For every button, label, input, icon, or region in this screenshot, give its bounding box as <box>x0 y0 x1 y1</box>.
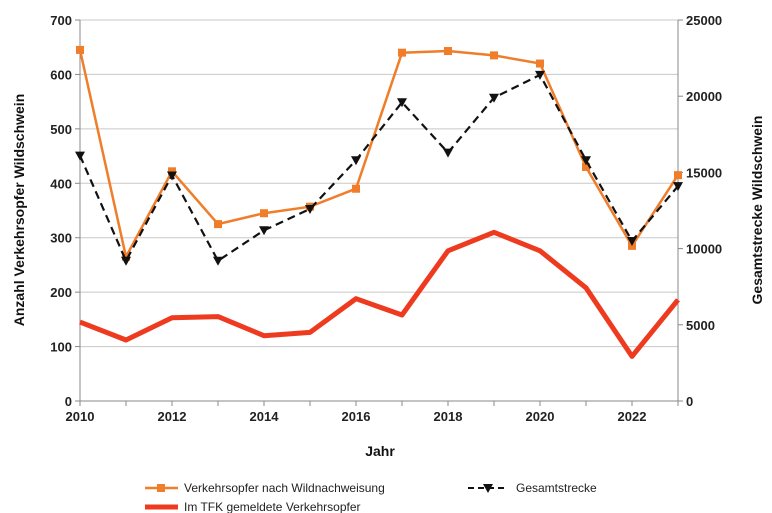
right-axis-ticks: 0 5000 10000 15000 20000 25000 <box>678 13 722 409</box>
data-point-verkehrsopfer <box>214 220 222 229</box>
data-point-gesamtstrecke <box>213 256 223 266</box>
gridlines <box>80 19 678 348</box>
data-point-gesamtstrecke <box>351 156 361 166</box>
series-2 <box>79 229 680 359</box>
right-axis-title: Gesamtstrecke Wildschwein <box>749 116 765 305</box>
legend-label-gesamtstrecke: Gesamtstrecke <box>516 481 597 495</box>
data-point-verkehrsopfer <box>352 184 360 193</box>
data-point-verkehrsopfer <box>536 59 544 68</box>
series-line-verkehrsopfer <box>78 49 680 261</box>
axes <box>79 20 679 402</box>
data-point-gesamtstrecke <box>489 93 499 103</box>
data-point-gesamtstrecke <box>673 182 683 192</box>
x-tick-label: 2022 <box>618 409 647 424</box>
legend-label-verkehrsopfer: Verkehrsopfer nach Wildnachweisung <box>184 481 385 495</box>
data-point-verkehrsopfer <box>444 47 452 56</box>
left-tick-label: 700 <box>50 13 72 28</box>
left-tick-label: 300 <box>50 231 72 246</box>
data-point-gesamtstrecke <box>535 70 545 80</box>
right-tick-label: 20000 <box>686 89 722 104</box>
left-tick-label: 0 <box>65 394 72 409</box>
right-tick-label: 10000 <box>686 242 722 257</box>
left-tick-label: 600 <box>50 67 72 82</box>
data-point-verkehrsopfer <box>260 209 268 218</box>
x-tick-label: 2016 <box>342 409 371 424</box>
series-0 <box>76 45 682 261</box>
x-axis-ticks: 2010 2012 2014 2016 2018 2020 2022 <box>66 401 679 424</box>
data-point-gesamtstrecke <box>397 98 407 108</box>
data-point-verkehrsopfer <box>168 167 176 176</box>
right-tick-label: 25000 <box>686 13 722 28</box>
left-tick-label: 400 <box>50 176 72 191</box>
data-point-gesamtstrecke <box>581 156 591 166</box>
series-1 <box>75 70 683 266</box>
data-point-gesamtstrecke <box>75 151 85 161</box>
data-point-gesamtstrecke <box>167 171 177 181</box>
left-axis-title: Anzahl Verkehrsopfer Wildschwein <box>11 94 27 327</box>
data-point-gesamtstrecke <box>627 236 637 246</box>
x-tick-label: 2012 <box>158 409 187 424</box>
right-tick-label: 15000 <box>686 165 722 180</box>
legend-item-orange: Verkehrsopfer nach Wildnachweisung <box>145 481 385 495</box>
left-tick-label: 500 <box>50 122 72 137</box>
left-axis-ticks: 0 100 200 300 400 500 600 700 <box>50 13 80 409</box>
legend: Verkehrsopfer nach Wildnachweisung Gesam… <box>145 481 597 513</box>
data-point-verkehrsopfer <box>122 252 130 261</box>
data-point-gesamtstrecke <box>259 226 269 236</box>
data-point-verkehrsopfer <box>490 51 498 60</box>
data-point-gesamtstrecke <box>121 256 131 266</box>
right-tick-label: 0 <box>686 394 693 409</box>
left-tick-label: 200 <box>50 285 72 300</box>
data-point-verkehrsopfer <box>76 45 84 54</box>
data-point-gesamtstrecke <box>305 204 315 214</box>
legend-label-tfk: Im TFK gemeldete Verkehrsopfer <box>184 500 361 513</box>
data-point-verkehrsopfer <box>582 162 590 171</box>
legend-item-red: Im TFK gemeldete Verkehrsopfer <box>145 500 361 513</box>
series-layer <box>75 45 683 359</box>
left-tick-label: 100 <box>50 340 72 355</box>
series-line-gesamtstrecke <box>78 73 679 264</box>
series-line-tfk <box>79 229 680 359</box>
legend-item-black: Gesamtstrecke <box>468 481 597 495</box>
x-axis-title: Jahr <box>365 443 395 459</box>
data-point-verkehrsopfer <box>398 48 406 57</box>
x-tick-label: 2010 <box>66 409 95 424</box>
x-tick-label: 2018 <box>434 409 463 424</box>
data-point-gesamtstrecke <box>443 148 453 158</box>
right-tick-label: 5000 <box>686 318 715 333</box>
x-tick-label: 2020 <box>526 409 555 424</box>
data-point-verkehrsopfer <box>674 171 682 180</box>
x-tick-label: 2014 <box>250 409 280 424</box>
